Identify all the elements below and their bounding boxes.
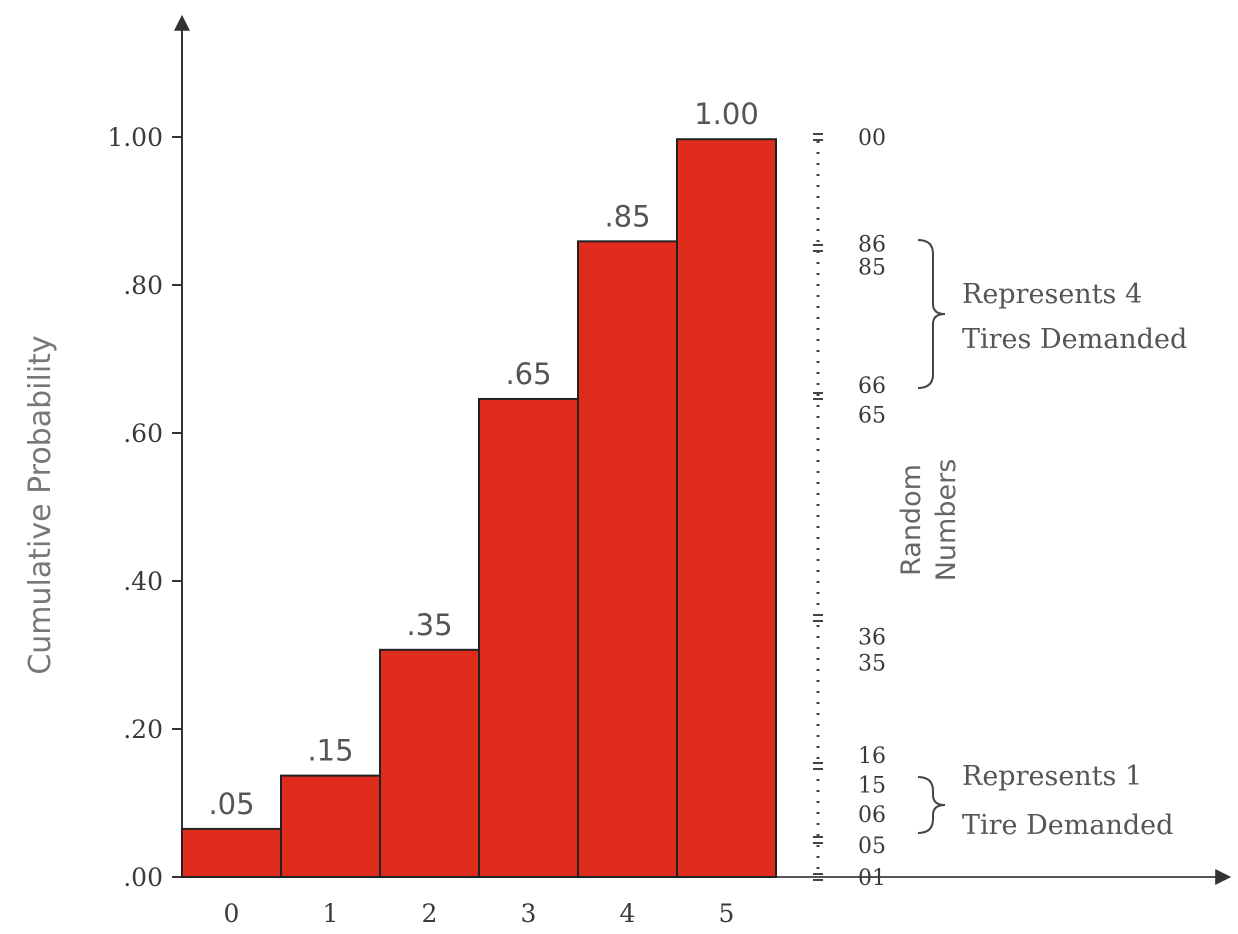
data-label: .15: [307, 734, 353, 768]
bar-1: [280, 774, 381, 878]
y-axis-title: Cumulative Probability: [23, 335, 58, 674]
random-number-label: 85: [858, 256, 886, 281]
annotation-line2: Tire Demanded: [962, 810, 1173, 841]
annotations: Represents 4 Tires Demanded Represents 1 Ti…: [917, 239, 1187, 841]
x-tick-label: 3: [521, 899, 537, 928]
x-tick-label: 4: [620, 899, 636, 928]
bar-2: [379, 648, 480, 878]
data-label: .35: [406, 608, 452, 642]
annotation-brace: [917, 239, 946, 389]
data-label: .85: [604, 199, 650, 233]
x-tick-label: 1: [323, 899, 339, 928]
random-number-label: 01: [858, 866, 886, 891]
random-number-label: 15: [858, 774, 886, 799]
y-tick-label: .00: [123, 863, 163, 892]
random-number-label: 05: [858, 834, 886, 859]
labels: 0 .05 1 .15 2 .35 3 .65 4 .85 5 1.00: [208, 97, 758, 928]
bars: [181, 138, 777, 879]
annotation-line2: Tires Demanded: [962, 324, 1187, 355]
random-number-label: 00: [858, 126, 886, 151]
random-number-label: 16: [858, 744, 886, 769]
data-label: .05: [208, 787, 254, 821]
annotation-line1: Represents 1: [962, 761, 1142, 792]
y-tick-label: .40: [123, 567, 163, 596]
random-numbers-title-line1: Random: [896, 464, 927, 576]
data-label: .65: [505, 357, 551, 391]
random-number-label: 66: [858, 374, 886, 399]
bar-3: [478, 397, 579, 878]
annotation-brace: [917, 776, 946, 834]
x-tick-label: 0: [224, 899, 240, 928]
x-tick-label: 5: [719, 899, 735, 928]
bar-0: [181, 827, 282, 879]
random-number-label: 86: [858, 233, 886, 258]
random-number-label: 35: [858, 651, 886, 676]
y-tick-label: .60: [123, 419, 163, 448]
axes: .00 .20 .40 .60 .80 1.00 Cumulative Probabilit…: [23, 14, 1232, 892]
bar-4: [577, 240, 678, 878]
random-number-label: 65: [858, 404, 886, 429]
data-label: 1.00: [694, 97, 759, 131]
y-tick-label: .80: [123, 271, 163, 300]
y-tick-label: 1.00: [107, 123, 163, 152]
random-numbers-title-line2: Numbers: [931, 459, 962, 582]
y-tick-label: .20: [123, 715, 163, 744]
x-tick-label: 2: [422, 899, 438, 928]
annotation-line1: Represents 4: [962, 279, 1142, 310]
bar-5: [676, 138, 777, 879]
random-number-label: 36: [858, 626, 886, 651]
random-number-label: 06: [858, 803, 886, 828]
